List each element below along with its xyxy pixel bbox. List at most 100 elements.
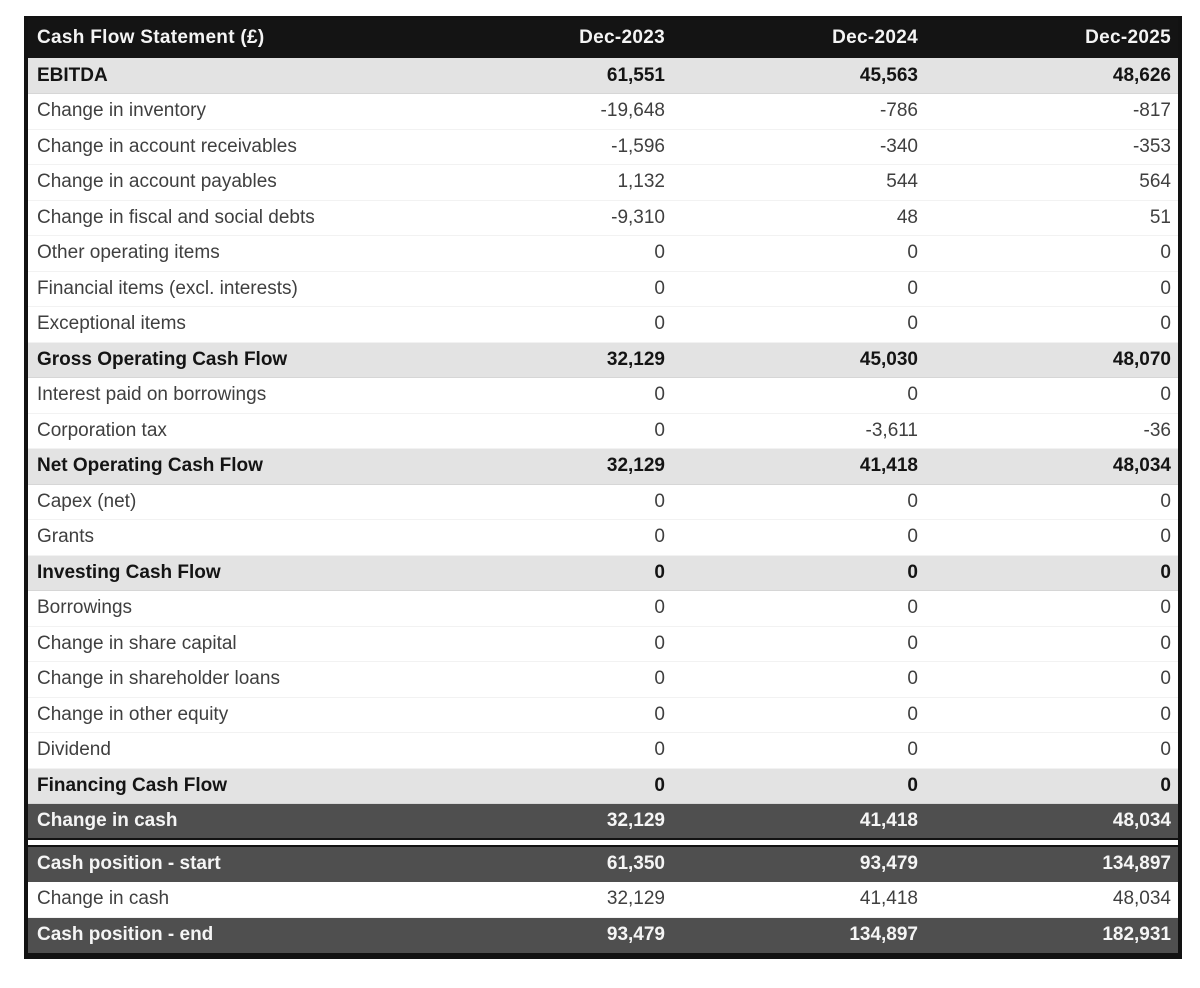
cell-value: 0 (1160, 774, 1171, 796)
cell-value: 32,129 (606, 348, 665, 370)
table-row: Dividend 0 0 0 (28, 732, 1178, 768)
row-label: Change in cash (37, 810, 178, 831)
cell-value: 134,897 (1102, 853, 1171, 875)
cell-value: 48,034 (1112, 455, 1171, 477)
cash-flow-statement-table: Cash Flow Statement (£) Dec-2023 Dec-202… (24, 16, 1182, 959)
cell-value: -786 (879, 100, 918, 122)
cell-value: 0 (654, 632, 665, 654)
cell-value: -340 (879, 135, 918, 157)
cell-value: 182,931 (1102, 924, 1171, 945)
row-label: Change in account receivables (37, 135, 297, 157)
cell-value: 0 (907, 632, 918, 654)
cell-value: -1,596 (611, 135, 665, 157)
row-label: Capex (net) (37, 490, 137, 512)
table-header: Cash Flow Statement (£) Dec-2023 Dec-202… (28, 18, 1178, 58)
row-label: Gross Operating Cash Flow (37, 348, 288, 370)
table-row: Cash position - end 93,479 134,897 182,931 (28, 917, 1178, 953)
cell-value: 48,070 (1112, 348, 1171, 370)
cell-value: 0 (654, 597, 665, 619)
cell-value: 0 (907, 703, 918, 725)
cell-value: 32,129 (606, 810, 665, 831)
table-row: Financing Cash Flow 0 0 0 (28, 768, 1178, 804)
cell-value: 0 (1160, 739, 1171, 761)
cell-value: 0 (907, 739, 918, 761)
table-row: Change in account receivables -1,596 -340 -… (28, 129, 1178, 165)
cell-value: 1,132 (617, 171, 665, 193)
table-row: Change in other equity 0 0 0 (28, 697, 1178, 733)
cell-value: 0 (654, 561, 665, 583)
cell-value: 32,129 (606, 455, 665, 477)
cell-value: 0 (907, 597, 918, 619)
cell-value: 0 (654, 739, 665, 761)
table-row: Interest paid on borrowings 0 0 0 (28, 377, 1178, 413)
cell-value: 41,418 (859, 455, 918, 477)
cell-value: 0 (654, 277, 665, 299)
cell-value: 0 (1160, 242, 1171, 264)
cell-value: 41,418 (859, 810, 918, 831)
table-body: EBITDA 61,551 45,563 48,626 Change in invent… (28, 58, 1178, 953)
cell-value: 0 (907, 242, 918, 264)
row-label: Exceptional items (37, 313, 186, 335)
row-label: Cash position - end (37, 924, 214, 945)
header-row: Cash Flow Statement (£) Dec-2023 Dec-202… (28, 18, 1178, 58)
cell-value: 544 (886, 171, 918, 193)
table-row: Financial items (excl. interests) 0 0 0 (28, 271, 1178, 307)
cell-value: 0 (654, 774, 665, 796)
row-label: Change in fiscal and social debts (37, 206, 315, 228)
cell-value: 48 (896, 206, 918, 228)
row-label: Change in cash (37, 888, 170, 909)
cell-value: 0 (654, 384, 665, 406)
row-label: Corporation tax (37, 419, 167, 441)
cell-value: 0 (907, 490, 918, 512)
row-label: Cash position - start (37, 853, 221, 875)
cell-value: 61,350 (606, 853, 665, 875)
cell-value: 0 (907, 561, 918, 583)
cell-value: 0 (1160, 384, 1171, 406)
row-label: Other operating items (37, 242, 220, 264)
table-row: Other operating items 0 0 0 (28, 235, 1178, 271)
table-row: Change in inventory -19,648 -786 -817 (28, 93, 1178, 129)
cell-value: 48,034 (1112, 810, 1171, 831)
table-row: Exceptional items 0 0 0 (28, 306, 1178, 342)
row-label: Net Operating Cash Flow (37, 455, 263, 477)
row-label: Change in other equity (37, 703, 229, 725)
cell-value: 0 (654, 668, 665, 690)
cell-value: 45,030 (859, 348, 918, 370)
cell-value: 41,418 (859, 888, 918, 909)
row-label: Borrowings (37, 597, 133, 619)
cell-value: 0 (1160, 632, 1171, 654)
row-label: Financial items (excl. interests) (37, 277, 298, 299)
cell-value: -19,648 (600, 100, 665, 122)
cell-value: 564 (1139, 171, 1171, 193)
cell-value: -9,310 (611, 206, 665, 228)
table-row: Net Operating Cash Flow 32,129 41,418 48,03… (28, 448, 1178, 484)
table-title: Cash Flow Statement (£) (28, 18, 419, 58)
cell-value: 134,897 (849, 924, 918, 945)
cell-value: 0 (907, 526, 918, 548)
column-header-dec-2025: Dec-2025 (925, 18, 1178, 58)
table-row: Gross Operating Cash Flow 32,129 45,030 48,… (28, 342, 1178, 378)
cell-value: 32,129 (606, 888, 665, 909)
cell-value: 0 (654, 419, 665, 441)
table-row: Change in share capital 0 0 0 (28, 626, 1178, 662)
column-header-dec-2023: Dec-2023 (419, 18, 672, 58)
row-label: Change in share capital (37, 632, 237, 654)
table-row: Cash position - start 61,350 93,479 134,897 (28, 846, 1178, 882)
cell-value: 0 (907, 313, 918, 335)
cell-value: 0 (1160, 277, 1171, 299)
cell-value: 48,034 (1112, 888, 1171, 909)
section-gap-row (28, 838, 1178, 847)
cell-value: 61,551 (606, 64, 665, 86)
cell-value: 0 (1160, 597, 1171, 619)
cell-value: 0 (654, 242, 665, 264)
cell-value: 0 (654, 490, 665, 512)
table-row: Change in account payables 1,132 544 564 (28, 164, 1178, 200)
table-row: Borrowings 0 0 0 (28, 590, 1178, 626)
row-label: Interest paid on borrowings (37, 384, 267, 406)
cell-value: 93,479 (859, 853, 918, 875)
row-label: EBITDA (37, 64, 108, 86)
cell-value: 0 (654, 703, 665, 725)
section-gap (28, 838, 1178, 847)
table-row: Investing Cash Flow 0 0 0 (28, 555, 1178, 591)
row-label: Change in inventory (37, 100, 206, 122)
